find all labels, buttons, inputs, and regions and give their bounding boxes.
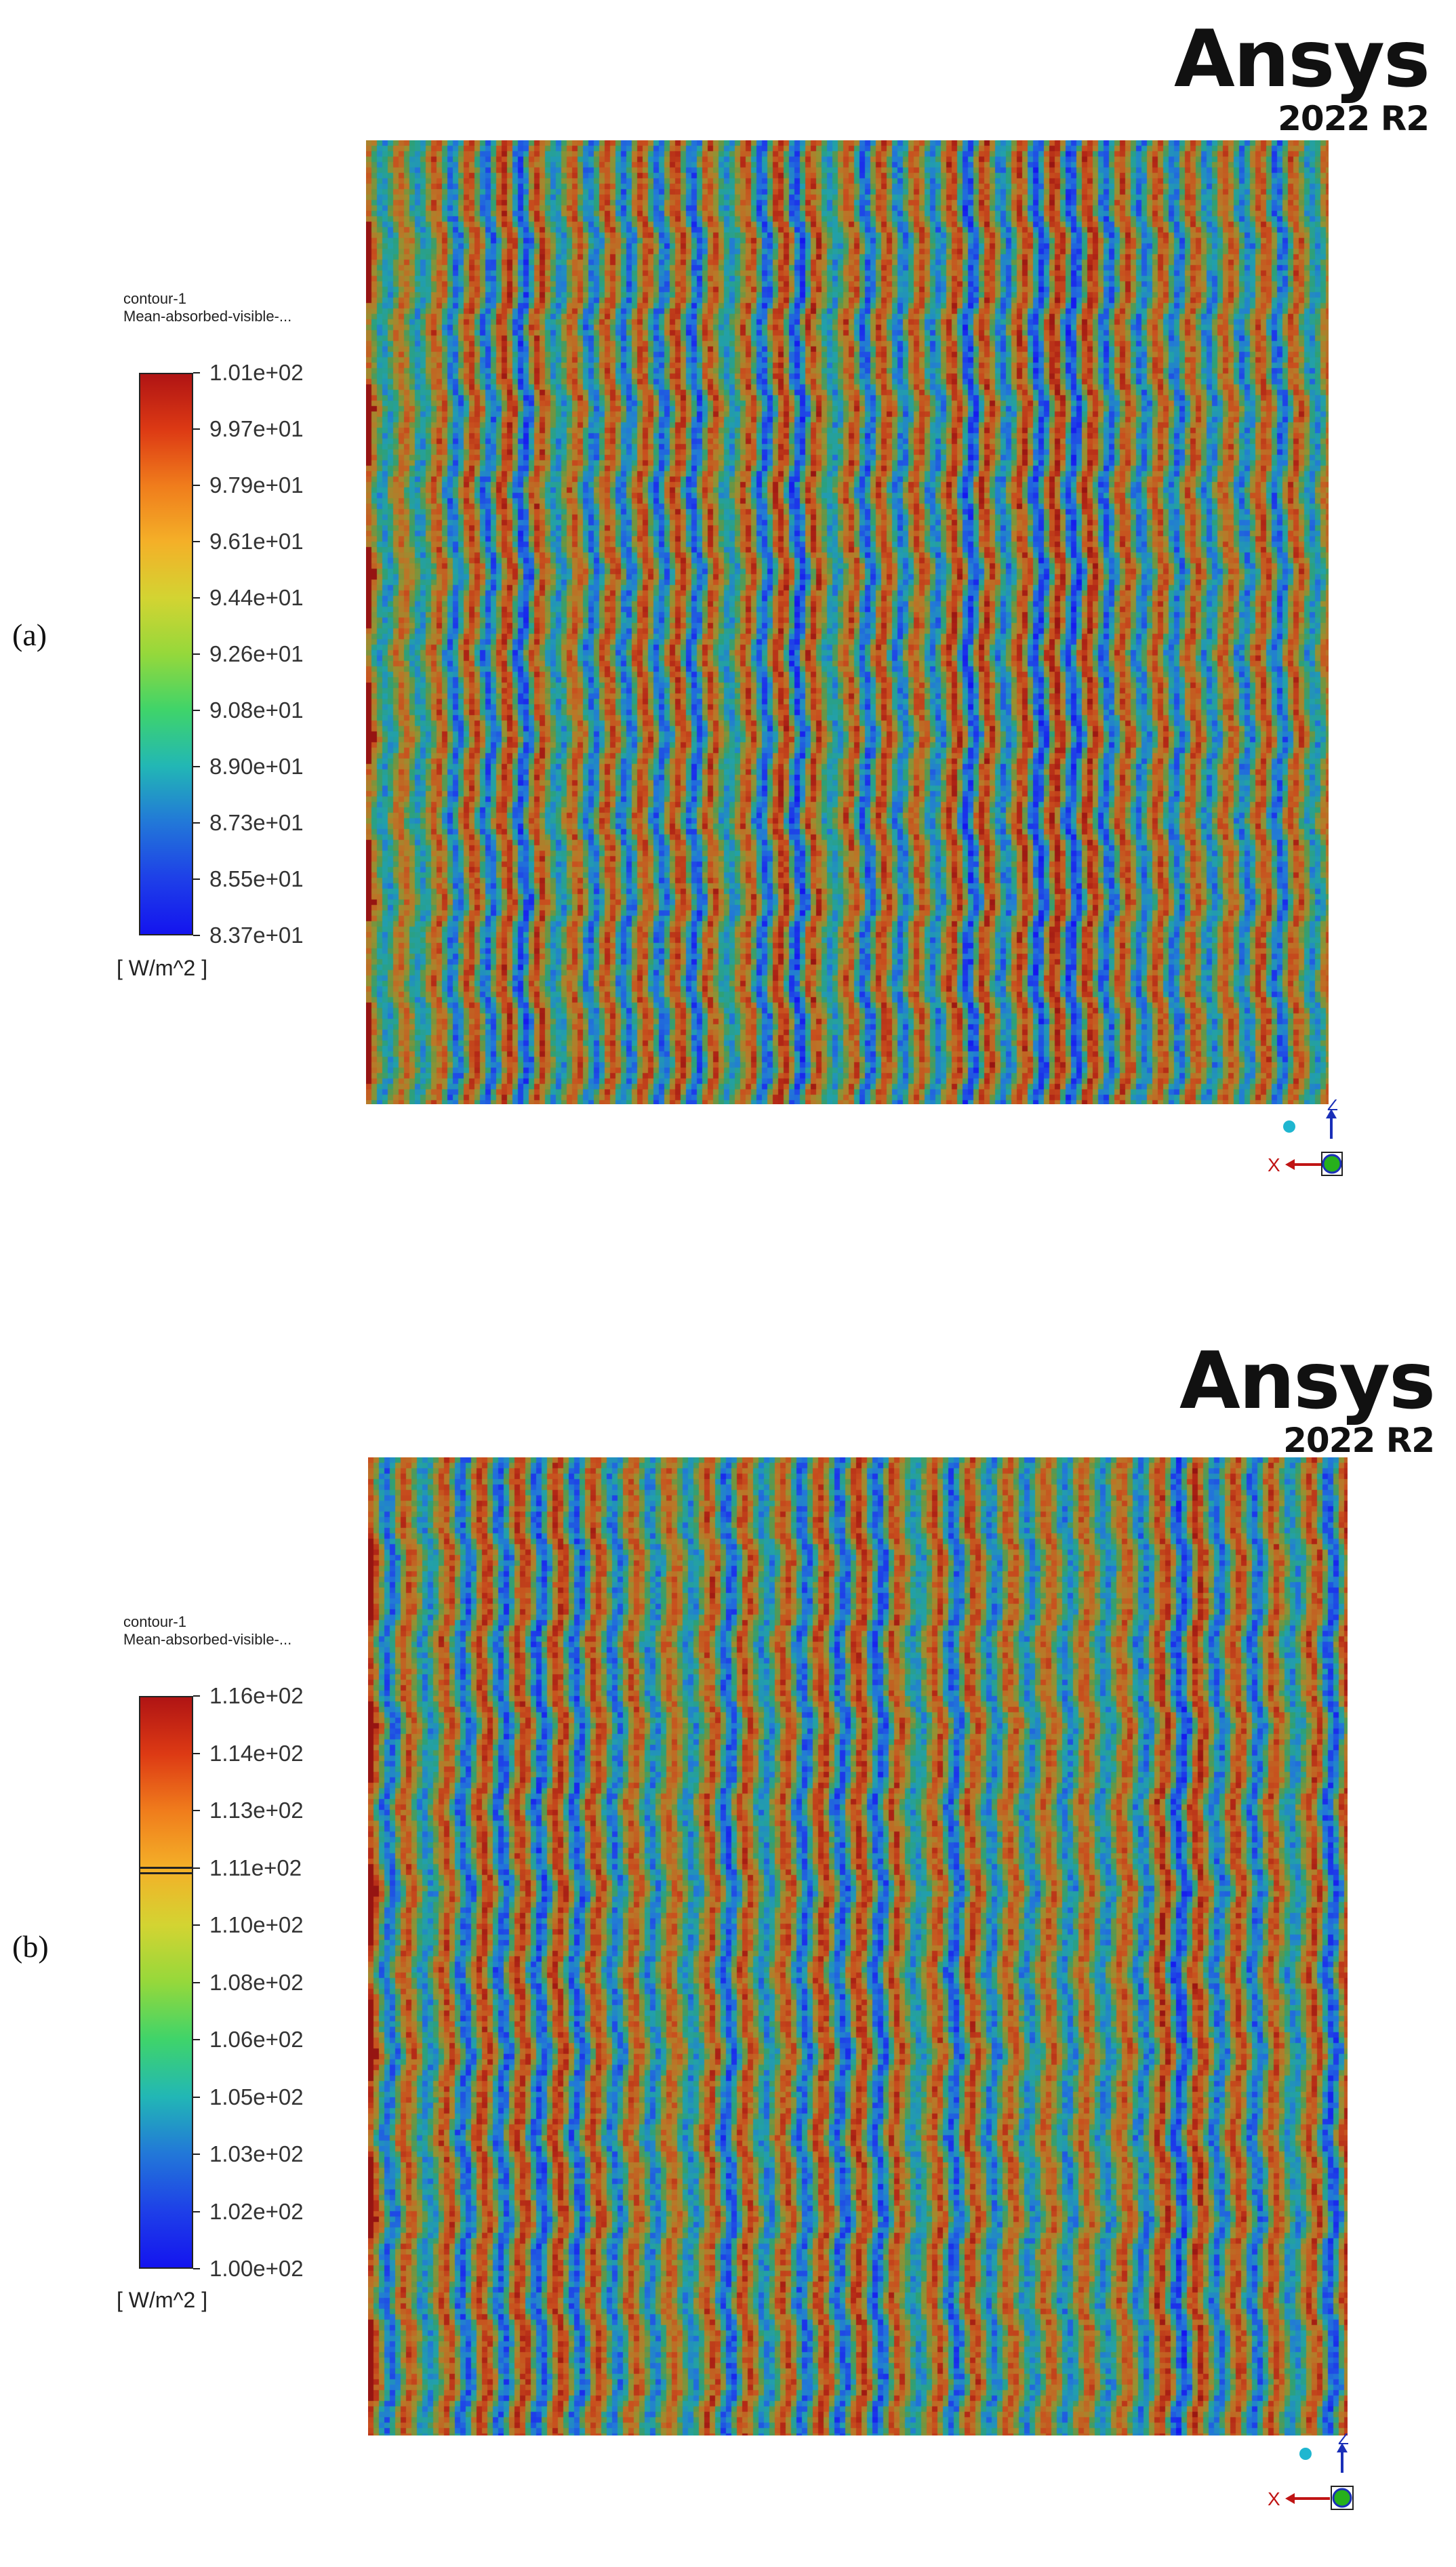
axis-up-label: Z — [1327, 1099, 1338, 1114]
colorbar-tick-label: 1.01e+02 — [209, 360, 304, 385]
contour-panel-b: Ansys 2022 R2 (b) contour-1 Mean-absorbe… — [0, 1322, 1456, 2562]
colorbar-tick-mark — [193, 935, 200, 936]
colorbar-tick-mark — [193, 1867, 200, 1869]
colorbar-tick-label: 9.44e+01 — [209, 585, 304, 610]
ansys-logo: Ansys 2022 R2 — [1179, 1335, 1436, 1460]
colorbar — [139, 1696, 193, 2269]
colorbar-tick-label: 8.55e+01 — [209, 866, 304, 891]
colorbar-tick-label: 1.13e+02 — [209, 1798, 304, 1823]
colorbar-tick-mark — [193, 1981, 200, 1983]
colorbar-tick-mark — [193, 1924, 200, 1926]
legend-title: contour-1 Mean-absorbed-visible-... — [123, 1613, 291, 1649]
colorbar-tick-mark — [193, 541, 200, 542]
colorbar-tick-label: 1.02e+02 — [209, 2198, 304, 2224]
colorbar-tick-mark — [193, 2039, 200, 2040]
colorbar-tick-label: 9.97e+01 — [209, 416, 304, 441]
colorbar-tick-mark — [193, 428, 200, 430]
colorbar-tick-mark — [193, 1695, 200, 1697]
colorbar-tick-label: 1.06e+02 — [209, 2027, 304, 2052]
axis-left-label: X — [1268, 1154, 1280, 1175]
colorbar-tick-label: 9.61e+01 — [209, 529, 304, 554]
legend-title: contour-1 Mean-absorbed-visible-... — [123, 290, 291, 326]
colorbar-tick-label: 9.26e+01 — [209, 641, 304, 666]
colorbar-tick-mark — [193, 2096, 200, 2098]
colorbar-tick-label: 9.08e+01 — [209, 698, 304, 723]
colorbar-tick-label: 1.05e+02 — [209, 2084, 304, 2109]
unit-label: [ W/m^2 ] — [117, 2288, 208, 2312]
axis-triad-icon: Z X — [1268, 2433, 1354, 2510]
colorbar-tick-mark — [193, 710, 200, 711]
contour-plot — [366, 140, 1329, 1104]
colorbar-tick-mark — [193, 485, 200, 486]
axis-up-label: Z — [1338, 2433, 1349, 2448]
colorbar-tick-mark — [193, 372, 200, 373]
ansys-logo: Ansys 2022 R2 — [1173, 14, 1430, 138]
colorbar-marker — [139, 1872, 193, 1874]
colorbar — [139, 373, 193, 935]
contour-panel-a: Ansys 2022 R2 (a) contour-1 Mean-absorbe… — [0, 0, 1456, 1281]
colorbar-tick-mark — [193, 653, 200, 655]
colorbar-tick-label: 8.90e+01 — [209, 754, 304, 779]
colorbar-tick-label: 1.16e+02 — [209, 1683, 304, 1708]
colorbar-tick-label: 8.37e+01 — [209, 923, 304, 948]
variable-name: Mean-absorbed-visible-... — [123, 308, 292, 325]
colorbar-marker — [139, 1867, 193, 1869]
colorbar-tick-mark — [193, 2268, 200, 2269]
colorbar-tick-label: 9.79e+01 — [209, 472, 304, 498]
colorbar-tick-label: 1.00e+02 — [209, 2256, 304, 2281]
colorbar-tick-label: 1.11e+02 — [209, 1855, 302, 1880]
panel-label: (a) — [12, 618, 47, 652]
unit-label: [ W/m^2 ] — [117, 956, 208, 980]
colorbar-tick-label: 1.10e+02 — [209, 1912, 304, 1937]
axis-triad-icon: Z X — [1268, 1099, 1343, 1176]
colorbar-tick-mark — [193, 597, 200, 599]
contour-name: contour-1 — [123, 290, 186, 307]
colorbar-tick-mark — [193, 766, 200, 767]
colorbar-tick-label: 1.03e+02 — [209, 2141, 304, 2166]
colorbar-tick-mark — [193, 1752, 200, 1754]
colorbar-tick-mark — [193, 822, 200, 824]
colorbar-tick-label: 8.73e+01 — [209, 810, 304, 835]
colorbar-tick-mark — [193, 878, 200, 880]
contour-name: contour-1 — [123, 1613, 186, 1630]
colorbar-tick-label: 1.08e+02 — [209, 1969, 304, 1995]
colorbar-tick-label: 1.14e+02 — [209, 1740, 304, 1766]
axis-left-label: X — [1268, 2488, 1280, 2509]
contour-plot — [368, 1457, 1348, 2435]
colorbar-tick-mark — [193, 2154, 200, 2155]
panel-label: (b) — [12, 1929, 49, 1964]
variable-name: Mean-absorbed-visible-... — [123, 1631, 292, 1649]
colorbar-tick-mark — [193, 1810, 200, 1811]
colorbar-tick-mark — [193, 2210, 200, 2212]
